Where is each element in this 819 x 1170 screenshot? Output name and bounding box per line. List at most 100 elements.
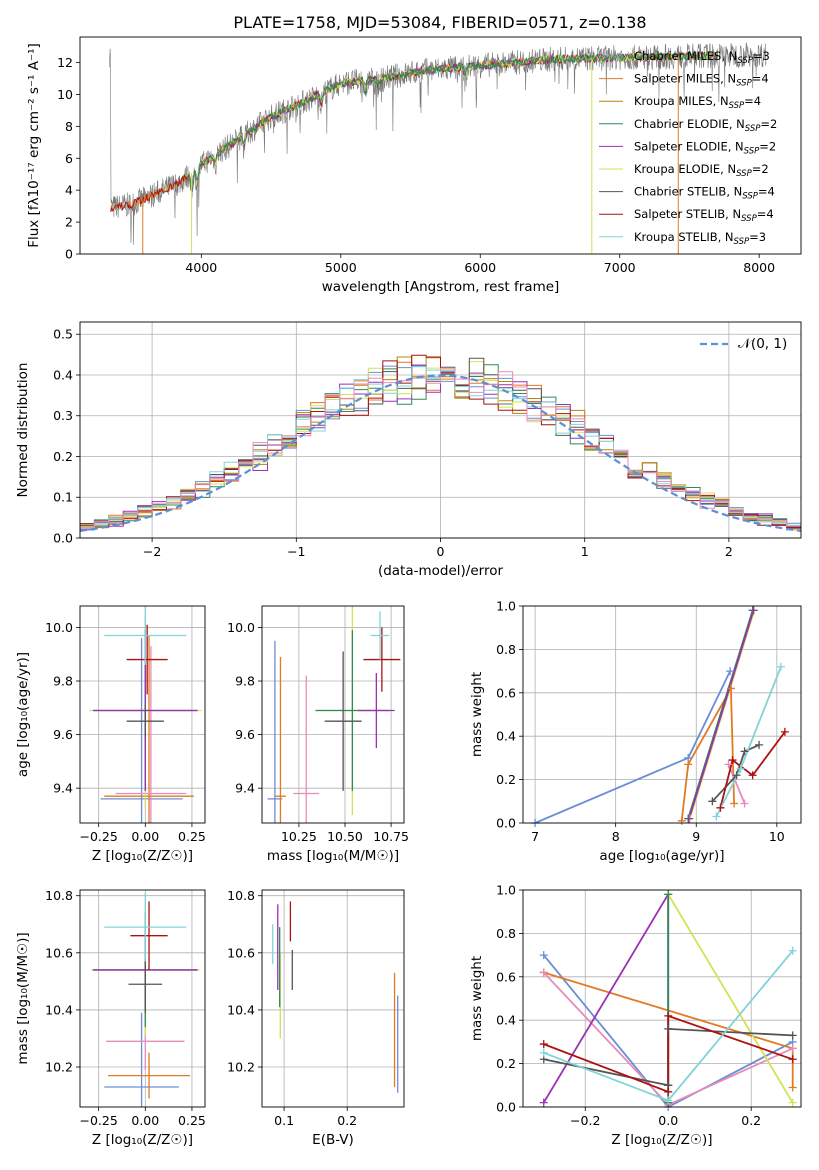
y-tick-label: 2	[65, 215, 73, 230]
x-tick-label: 1	[581, 544, 589, 559]
x-axis-label: mass [log₁₀(M/M☉)]	[267, 848, 399, 864]
x-axis-label: Z [log₁₀(Z/Z☉)]	[92, 1132, 193, 1148]
grid	[80, 890, 205, 1107]
histogram-series	[80, 367, 801, 529]
grid	[262, 890, 404, 1107]
y-tick-label: 9.4	[235, 781, 255, 796]
y-tick-label: 0.2	[496, 1056, 516, 1071]
y-tick-label: 0.8	[496, 926, 516, 941]
x-tick-label: 7	[531, 829, 539, 844]
weight-marker	[539, 951, 548, 960]
x-tick-label: 4000	[185, 260, 217, 275]
y-tick-label: 0.4	[496, 1013, 516, 1028]
weight-marker	[788, 946, 797, 955]
legend-entry: Kroupa STELIB, NSSP=3	[634, 230, 766, 247]
x-tick-label: −0.25	[80, 1113, 118, 1128]
axes-frame	[522, 889, 802, 1108]
x-tick-label: −1	[287, 544, 305, 559]
y-tick-label: 10.2	[227, 1060, 255, 1075]
weight-marker	[684, 814, 693, 823]
weight-marker	[788, 1083, 797, 1092]
weight-marker	[776, 662, 785, 671]
plot-age-vs-Z: −0.25 0.00 0.25 9.4 9.6 9.8 10.0 Z [log₁₀(Z/Z☉)…	[15, 605, 206, 864]
y-axis-label: mass weight	[469, 672, 485, 757]
y-tick-label: 10	[57, 87, 73, 102]
weight-marker	[724, 760, 733, 769]
x-tick-label: 10	[769, 829, 785, 844]
y-axis-label: age [log₁₀(age/yr)]	[15, 652, 31, 777]
weight-marker	[788, 1044, 797, 1053]
legend: Chabrier MILES, NSSP=3 Salpeter MILES, NS…	[599, 49, 777, 247]
weight-series	[667, 893, 794, 1104]
y-tick-label: 10.6	[45, 945, 73, 960]
weight-marker	[664, 1024, 673, 1033]
plot-area	[272, 901, 399, 1093]
weight-marker	[664, 1096, 673, 1105]
x-tick-label: −2	[143, 544, 161, 559]
x-tick-label: 7000	[604, 260, 636, 275]
x-tick-label: 0.2	[741, 1113, 761, 1128]
x-tick-label: 10.25	[281, 829, 317, 844]
grid	[80, 606, 205, 823]
x-tick-label: 8	[612, 829, 620, 844]
legend-entry: Kroupa MILES, NSSP=4	[634, 94, 761, 111]
y-tick-label: 0.2	[496, 772, 516, 787]
weight-series	[727, 764, 746, 804]
axes-frame	[79, 889, 206, 1108]
y-tick-label: 0.0	[53, 531, 73, 546]
x-axis-label: Z [log₁₀(Z/Z☉)]	[611, 1132, 712, 1148]
weight-marker	[664, 890, 673, 899]
y-tick-label: 0.5	[53, 327, 73, 342]
plot-area	[534, 610, 786, 823]
y-tick-label: 10.6	[227, 945, 255, 960]
weight-marker	[736, 764, 745, 773]
weight-marker	[740, 747, 749, 756]
x-axis-label: (data-model)/error	[378, 563, 504, 579]
y-axis-label: mass [log₁₀(M/M☉)]	[15, 932, 31, 1064]
grid	[80, 322, 801, 539]
y-tick-label: 9.6	[53, 727, 73, 742]
y-axis-label: Normed distribution	[15, 363, 31, 498]
y-tick-label: 0.6	[496, 685, 516, 700]
weight-marker	[726, 684, 735, 693]
weight-marker	[728, 756, 737, 765]
y-tick-label: 0.6	[496, 969, 516, 984]
grid	[262, 606, 404, 823]
axes-frame	[261, 889, 405, 1108]
y-tick-label: 0.4	[496, 729, 516, 744]
y-tick-label: 0.1	[53, 490, 73, 505]
axes-frame	[79, 321, 802, 539]
weight-series	[715, 666, 782, 817]
normal-curve	[80, 374, 801, 532]
y-tick-label: 10.0	[227, 620, 255, 635]
weight-marker	[539, 968, 548, 977]
plot-spectrum: 4000 5000 6000 7000 8000 0 2 4 6 8 10 12 wavelength …	[26, 36, 802, 295]
weight-marker	[755, 740, 764, 749]
x-axis-label: wavelength [Angstrom, rest frame]	[322, 279, 560, 295]
axes-frame	[79, 36, 802, 255]
y-tick-label: 4	[65, 183, 73, 198]
x-axis-label: age [log₁₀(age/yr)]	[599, 848, 724, 864]
y-tick-label: 10.4	[227, 1002, 255, 1017]
weight-marker	[748, 771, 757, 780]
figure-title: PLATE=1758, MJD=53084, FIBERID=0571, z=0…	[233, 13, 646, 32]
x-tick-label: 0.00	[131, 1113, 159, 1128]
y-axis-label: mass weight	[469, 956, 485, 1041]
x-tick-label: 0.0	[658, 1113, 678, 1128]
x-tick-label: 0.00	[131, 829, 159, 844]
weight-series	[680, 685, 735, 821]
plot-area	[89, 606, 202, 823]
plot-age-vs-mass: 10.25 10.50 10.75 9.4 9.6 9.8 10.0 mass [log₁₀(…	[227, 605, 409, 864]
model-spectrum	[186, 50, 718, 193]
legend-entry: Salpeter MILES, NSSP=4	[634, 72, 769, 89]
x-tick-label: −0.2	[570, 1113, 600, 1128]
y-tick-label: 10.8	[45, 888, 73, 903]
legend-entry: Chabrier ELODIE, NSSP=2	[634, 117, 777, 134]
y-tick-label: 0.2	[53, 449, 73, 464]
weight-marker	[664, 1011, 673, 1020]
weight-marker	[740, 799, 749, 808]
weight-marker	[788, 1055, 797, 1064]
y-tick-label: 0.0	[496, 816, 516, 831]
weight-marker	[684, 760, 693, 769]
